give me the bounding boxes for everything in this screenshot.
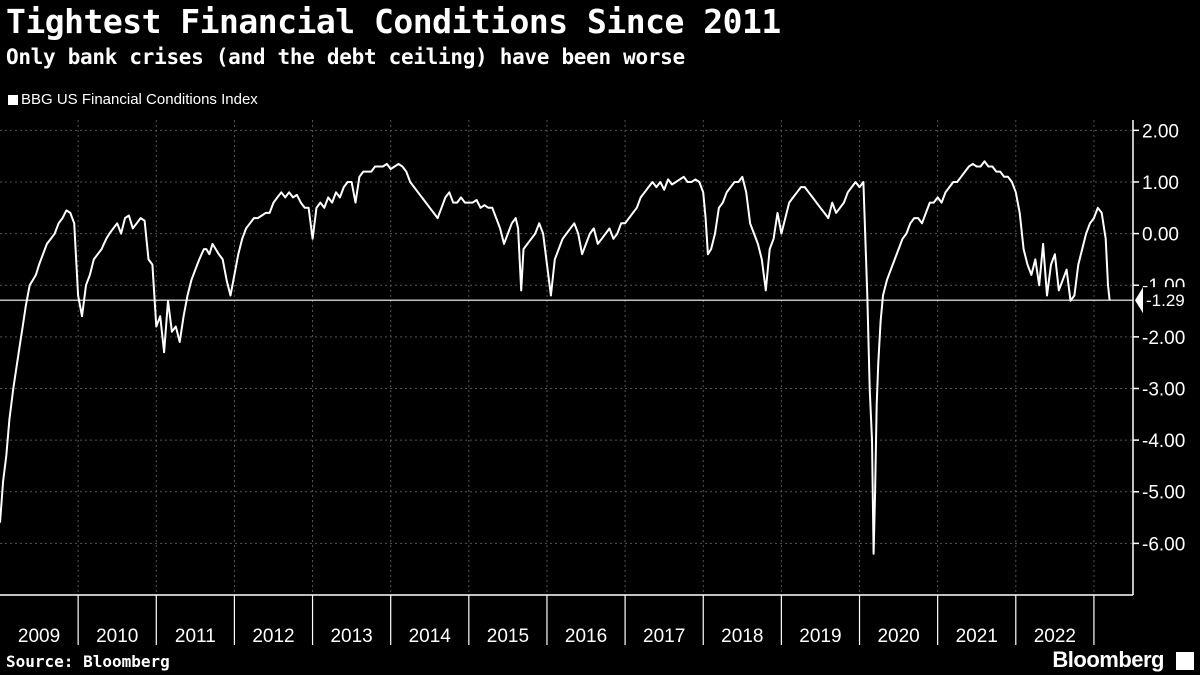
x-tick-label: 2011 <box>175 626 216 647</box>
brand-logo: Bloomberg <box>1052 647 1164 672</box>
x-tick-label: 2017 <box>643 626 685 647</box>
source-note: Source: Bloomberg <box>6 652 170 671</box>
x-tick-label: 2010 <box>96 626 138 647</box>
y-tick-label: -2.00 <box>1142 328 1185 349</box>
x-tick-label: 2018 <box>721 626 763 647</box>
series-line <box>0 160 1111 555</box>
legend: BBG US Financial Conditions Index <box>8 91 258 108</box>
callout-pointer <box>1135 287 1143 314</box>
y-tick-label: -5.00 <box>1142 483 1185 504</box>
x-tick-label: 2016 <box>565 626 607 647</box>
y-tick-label: 0.00 <box>1142 225 1179 246</box>
x-tick-label: 2021 <box>956 626 998 647</box>
x-tick-label: 2015 <box>487 626 529 647</box>
x-tick-label: 2012 <box>252 626 294 647</box>
callout-box <box>1143 287 1199 314</box>
y-tick-label: 2.00 <box>1142 121 1179 142</box>
y-tick-label: -6.00 <box>1142 534 1185 555</box>
chart-subtitle: Only bank crises (and the debt ceiling) … <box>6 45 685 69</box>
last-value-label: -1.29 <box>1146 291 1185 310</box>
y-tick-label: -4.00 <box>1142 431 1185 452</box>
x-tick-label: 2019 <box>799 626 841 647</box>
x-tick-label: 2014 <box>409 626 452 647</box>
x-tick-label: 2022 <box>1034 626 1076 647</box>
y-tick-label: -3.00 <box>1142 379 1185 400</box>
x-tick-label: 2020 <box>877 626 919 647</box>
legend-swatch <box>8 94 18 105</box>
x-tick-label: 2009 <box>18 626 60 647</box>
chart-title: Tightest Financial Conditions Since 2011 <box>6 2 781 41</box>
bloomberg-mark-icon <box>1176 652 1194 670</box>
legend-label: BBG US Financial Conditions Index <box>21 91 258 108</box>
x-tick-label: 2013 <box>330 626 372 647</box>
y-tick-label: 1.00 <box>1142 173 1179 194</box>
